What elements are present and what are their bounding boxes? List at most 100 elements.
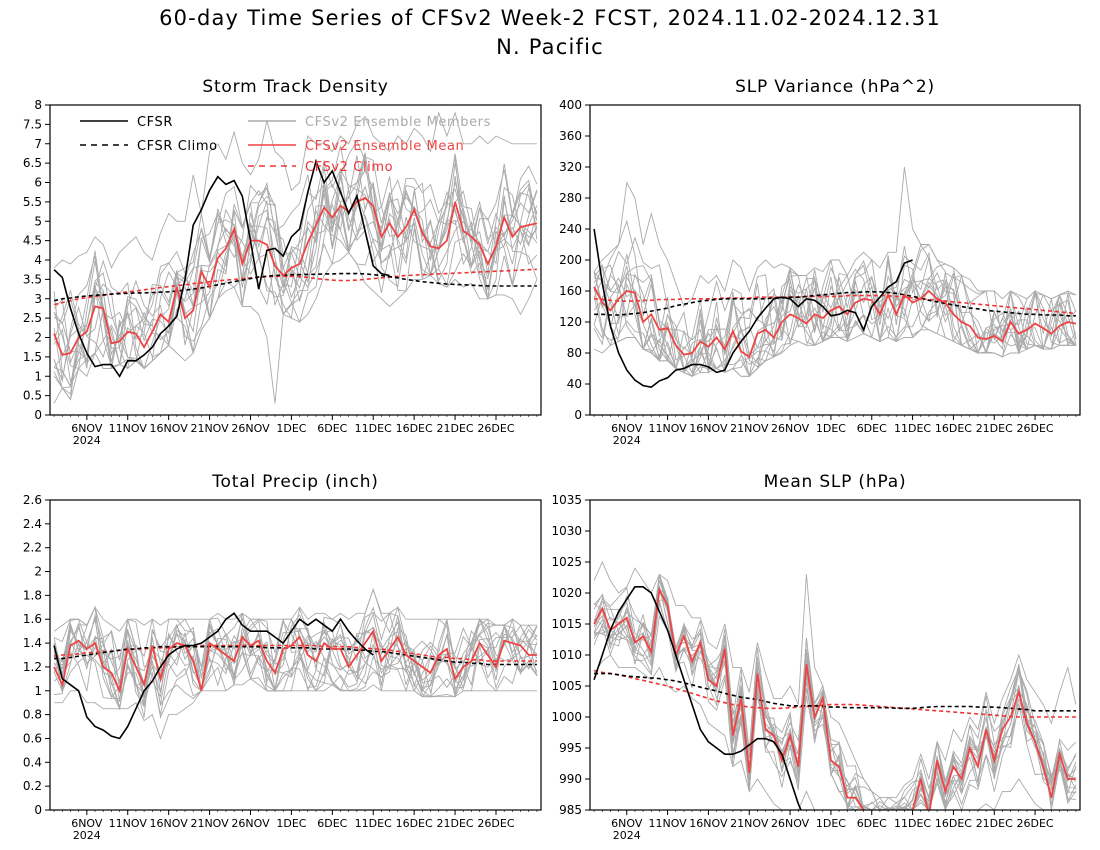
- ensemble-member-line: [593, 574, 1077, 810]
- y-tick-label: 360: [559, 129, 582, 143]
- ensemble-member-line: [53, 152, 538, 389]
- y-tick-label: 1.8: [23, 588, 42, 602]
- y-tick-label: 320: [559, 160, 582, 174]
- x-tick-label: 21DEC: [976, 422, 1013, 435]
- x-tick-label: 1DEC: [816, 817, 846, 830]
- panel-storm-track-density: Storm Track Density 0 0.5 1 1.5 2 2.5 3 3.5 4 4.5 5…: [23, 77, 542, 447]
- ensemble-member-line: [53, 614, 538, 693]
- x-tick-label: 16NOV: [150, 817, 189, 830]
- y-tick-label: 0.4: [23, 755, 42, 769]
- panel-title: Mean SLP (hPa): [764, 472, 907, 492]
- x-year-label: 2024: [613, 434, 641, 447]
- ensemble-member-line: [593, 587, 1077, 810]
- legend-label: CFSv2 Ensemble Mean: [305, 139, 464, 154]
- ensemble-member-line: [594, 585, 1076, 810]
- ensemble-member-line: [53, 615, 538, 705]
- x-tick-label: 6DEC: [317, 817, 347, 830]
- ensemble-member-line: [593, 589, 1077, 810]
- x-tick-label: 11DEC: [894, 817, 931, 830]
- legend-label: CFSv2 Ensemble Members: [305, 115, 491, 130]
- plot-frame: [589, 499, 1081, 811]
- y-tick-label: 240: [559, 222, 582, 236]
- y-tick-label: 160: [559, 284, 582, 298]
- ensemble-member-line: [53, 606, 538, 699]
- x-tick-label: 21DEC: [437, 817, 474, 830]
- legend-label: CFSv2 Climo: [305, 160, 393, 175]
- y-tick-label: 1020: [551, 586, 582, 600]
- panel-title: Total Precip (inch): [211, 472, 378, 492]
- y-tick-label: 1: [34, 369, 42, 383]
- ensemble-member-line: [53, 111, 537, 269]
- y-tick-label: 1015: [551, 617, 582, 631]
- ensemble-member-line: [593, 560, 1077, 799]
- ensemble-member-line: [593, 575, 1077, 810]
- ensemble-member-line: [53, 612, 538, 698]
- x-tick-label: 6DEC: [857, 422, 887, 435]
- x-tick-label: 16DEC: [396, 817, 433, 830]
- y-tick-label: 1000: [551, 710, 582, 724]
- x-tick-label: 16NOV: [150, 422, 189, 435]
- y-tick-label: 1.4: [23, 636, 42, 650]
- x-tick-label: 6DEC: [857, 817, 887, 830]
- x-tick-label: 26NOV: [771, 422, 810, 435]
- y-tick-label: 985: [559, 803, 582, 817]
- y-tick-label: 5.5: [23, 195, 42, 209]
- series-ens-mean: [53, 196, 538, 356]
- plot-area: [53, 111, 538, 404]
- y-tick-label: 0.5: [23, 389, 42, 403]
- x-tick-label: 11NOV: [109, 817, 148, 830]
- series-cfsr: [593, 585, 802, 810]
- y-tick-label: 0.6: [23, 731, 42, 745]
- x-tick-label: 11DEC: [355, 422, 392, 435]
- ensemble-member-line: [593, 258, 1077, 377]
- y-tick-label: 8: [34, 98, 42, 112]
- ensemble-member-line: [593, 269, 1077, 378]
- x-year-label: 2024: [613, 829, 641, 842]
- panel-total-precip: Total Precip (inch) 0 0.2 0.4 0.6 0.8 1 1.2 1.4 1…: [23, 472, 542, 842]
- x-tick-label: 26NOV: [231, 422, 270, 435]
- x-tick-label: 1DEC: [276, 817, 306, 830]
- y-tick-label: 1: [34, 684, 42, 698]
- series-cfsr-climo: [53, 272, 537, 302]
- y-tick-label: 3.5: [23, 272, 42, 286]
- panel-title: SLP Variance (hPa^2): [735, 77, 935, 97]
- y-tick-label: 0: [574, 408, 582, 422]
- y-tick-label: 400: [559, 98, 582, 112]
- figure-title: 60-day Time Series of CFSv2 Week-2 FCST,…: [159, 6, 941, 30]
- panel-slp-variance: SLP Variance (hPa^2) 0 40 80 120 160 200 240 280…: [559, 77, 1081, 447]
- y-tick-label: 7.5: [23, 117, 42, 131]
- ensemble-member-line: [53, 175, 538, 361]
- ensemble-member-line: [53, 140, 538, 395]
- y-tick-label: 2.4: [23, 517, 42, 531]
- ensemble-member-line: [53, 163, 538, 349]
- plot-frame: [49, 499, 542, 811]
- x-tick-label: 26DEC: [477, 817, 514, 830]
- plot-frame: [49, 104, 542, 416]
- ensemble-member-line: [593, 654, 1076, 810]
- ensemble-member-line: [593, 574, 1076, 810]
- y-tick-label: 6: [34, 176, 42, 190]
- y-tick-label: 2.5: [23, 311, 42, 325]
- x-tick-label: 11NOV: [648, 817, 687, 830]
- x-tick-label: 21DEC: [976, 817, 1013, 830]
- series-cfsv2-climo: [594, 294, 1076, 315]
- y-tick-label: 3: [34, 292, 42, 306]
- x-tick-label: 6NOV: [611, 422, 643, 435]
- ensemble-member-line: [53, 588, 537, 632]
- y-tick-label: 1010: [551, 648, 582, 662]
- x-tick-label: 16DEC: [935, 422, 972, 435]
- x-tick-label: 21DEC: [437, 422, 474, 435]
- x-tick-label: 26NOV: [771, 817, 810, 830]
- ensemble-member-line: [53, 176, 538, 370]
- ensemble-member-line: [53, 251, 538, 404]
- x-tick-label: 11NOV: [109, 422, 148, 435]
- series-ens-mean: [593, 586, 1076, 810]
- series-cfsr-climo: [594, 672, 1076, 712]
- ensemble-member-line: [593, 166, 1077, 308]
- x-tick-label: 11DEC: [355, 817, 392, 830]
- figure-subtitle: N. Pacific: [496, 35, 604, 59]
- panel-mean-slp: Mean SLP (hPa) 985 990 995 1000 1005 1010 1015 1…: [551, 472, 1081, 842]
- y-tick-label: 1035: [551, 493, 582, 507]
- y-tick-label: 5: [34, 214, 42, 228]
- x-tick-label: 21NOV: [190, 422, 229, 435]
